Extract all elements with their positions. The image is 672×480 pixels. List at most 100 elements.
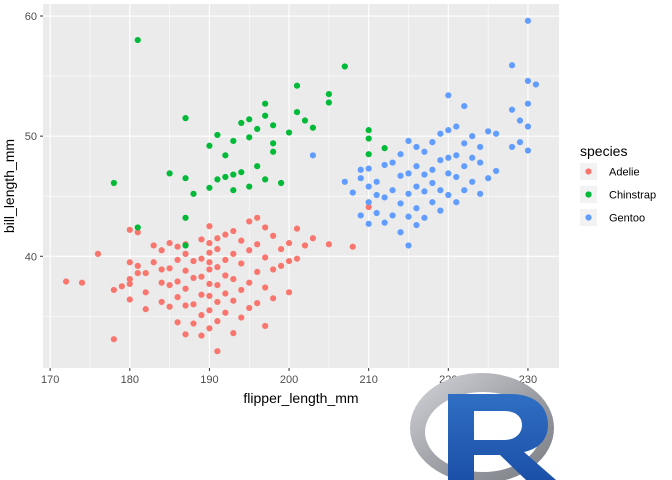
point-adelie (254, 268, 261, 275)
point-adelie (166, 239, 173, 247)
point-chinstrap (238, 169, 245, 176)
point-adelie (222, 309, 229, 316)
point-adelie (214, 348, 221, 355)
y-tick-labels: 40 50 60 (25, 11, 37, 263)
point-gentoo (445, 154, 452, 161)
point-adelie (158, 266, 165, 273)
point-adelie (206, 239, 213, 247)
point-adelie (222, 256, 229, 263)
point-adelie (214, 282, 221, 289)
point-adelie (206, 280, 213, 288)
point-gentoo (461, 140, 468, 147)
point-gentoo (373, 191, 380, 199)
point-adelie (214, 245, 221, 253)
point-adelie (134, 262, 141, 269)
legend-title: species (580, 143, 627, 159)
point-adelie (238, 286, 245, 294)
y-tick-label: 60 (25, 11, 37, 23)
point-gentoo (492, 130, 500, 137)
point-adelie (174, 243, 181, 250)
point-gentoo (397, 200, 404, 207)
legend-label-adelie: Adelie (609, 167, 640, 179)
point-adelie (182, 250, 189, 257)
point-gentoo (516, 117, 524, 124)
point-gentoo (453, 152, 460, 159)
point-gentoo (373, 178, 380, 185)
point-gentoo (381, 219, 388, 226)
point-gentoo (389, 212, 396, 219)
point-chinstrap (182, 214, 189, 221)
point-gentoo (461, 163, 468, 170)
point-adelie (190, 301, 197, 308)
x-tick-label: 170 (41, 374, 59, 386)
point-chinstrap (262, 100, 269, 107)
point-adelie (254, 214, 261, 221)
y-tick-label: 40 (25, 251, 37, 263)
point-adelie (190, 257, 197, 265)
point-adelie (126, 296, 133, 303)
point-adelie (174, 256, 181, 263)
point-gentoo (508, 143, 516, 151)
point-adelie (182, 285, 189, 292)
point-adelie (230, 227, 237, 235)
point-adelie (309, 235, 317, 242)
point-adelie (222, 231, 229, 238)
point-gentoo (532, 81, 540, 88)
point-gentoo (437, 157, 444, 164)
legend-label-gentoo: Gentoo (609, 213, 645, 225)
point-chinstrap (206, 142, 213, 149)
point-gentoo (445, 170, 452, 177)
point-gentoo (381, 161, 388, 169)
point-adelie (198, 255, 205, 262)
point-gentoo (524, 77, 532, 84)
point-gentoo (413, 163, 420, 170)
point-adelie (262, 322, 269, 330)
point-chinstrap (214, 176, 221, 183)
point-adelie (198, 236, 205, 243)
point-adelie (206, 325, 213, 332)
point-adelie (166, 303, 173, 310)
point-chinstrap (246, 116, 253, 123)
point-gentoo (421, 171, 428, 178)
point-chinstrap (270, 122, 277, 129)
point-adelie (150, 259, 157, 266)
point-gentoo (485, 175, 492, 182)
grid-minor (43, 4, 559, 368)
point-adelie (198, 312, 205, 319)
point-adelie (198, 273, 205, 280)
legend-marker-chinstrap (585, 191, 592, 198)
point-gentoo (445, 191, 452, 199)
point-adelie (277, 262, 285, 269)
point-gentoo (341, 178, 348, 185)
point-adelie (182, 302, 189, 309)
point-gentoo (405, 137, 412, 145)
point-gentoo (413, 143, 420, 151)
point-gentoo (405, 213, 412, 220)
point-adelie (142, 306, 149, 313)
point-adelie (126, 276, 133, 283)
point-adelie (182, 331, 189, 338)
point-gentoo (453, 199, 460, 206)
point-adelie (206, 223, 213, 230)
point-adelie (190, 274, 197, 282)
point-gentoo (524, 147, 532, 154)
point-adelie (110, 336, 117, 343)
point-chinstrap (254, 163, 261, 170)
point-adelie (270, 266, 277, 273)
point-gentoo (453, 173, 460, 181)
point-adelie (174, 294, 181, 301)
point-gentoo (365, 199, 372, 206)
point-chinstrap (166, 170, 173, 177)
point-gentoo (429, 199, 436, 206)
x-axis-title: flipper_length_mm (243, 390, 358, 406)
point-adelie (134, 229, 141, 236)
point-chinstrap (325, 99, 332, 106)
point-adelie (206, 249, 213, 256)
point-adelie (222, 272, 229, 279)
point-adelie (198, 291, 205, 298)
point-adelie (158, 247, 165, 254)
point-gentoo (381, 194, 388, 201)
point-gentoo (477, 159, 484, 166)
point-gentoo (365, 220, 372, 227)
